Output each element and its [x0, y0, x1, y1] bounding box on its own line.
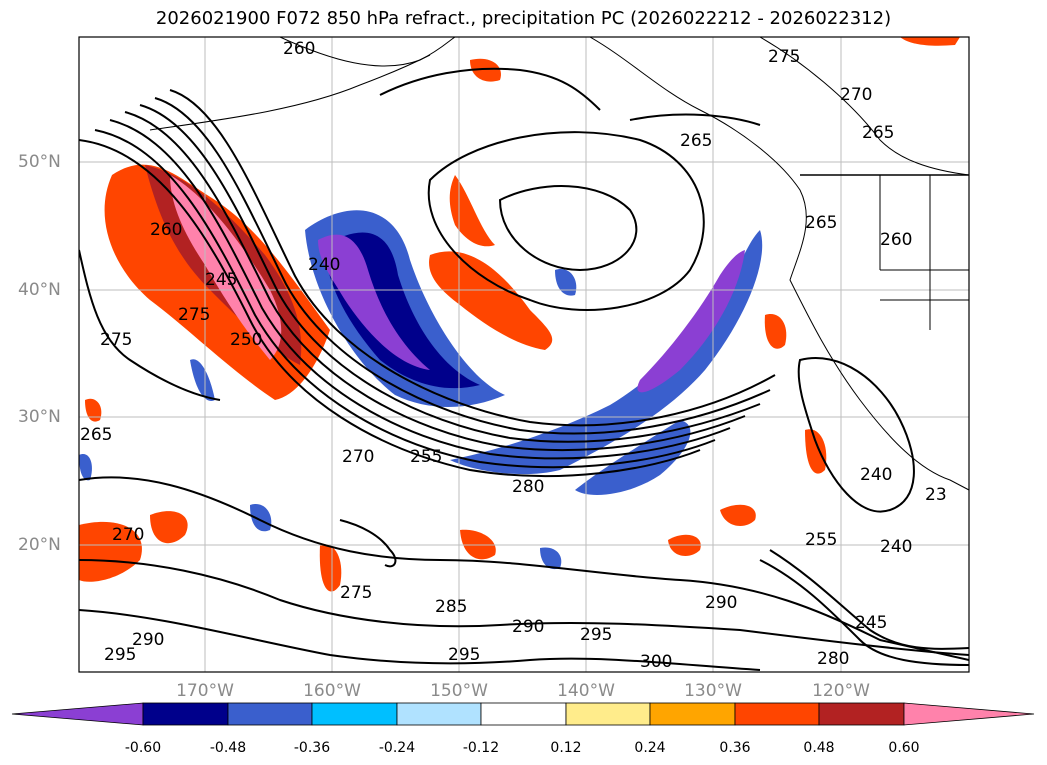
- positive-anomaly-crescent: [429, 175, 553, 350]
- contour-label: 290: [512, 617, 544, 637]
- contour-labels: 260 275 270 265 265 265 260 245 275 250 …: [80, 39, 947, 672]
- contour-label: 275: [178, 305, 210, 325]
- colorbar-tick: 0.24: [634, 740, 666, 756]
- map-title: 2026021900 F072 850 hPa refract., precip…: [155, 8, 892, 29]
- contour-label: 265: [680, 131, 712, 151]
- negative-anomaly-band-center: [305, 210, 505, 408]
- contour-label: 280: [512, 477, 544, 497]
- colorbar-segment: [649, 702, 736, 726]
- contour-label: 255: [805, 530, 837, 550]
- contour-label: 23: [925, 485, 947, 505]
- colorbar-tick: -0.36: [293, 740, 331, 756]
- contour-label: 275: [340, 583, 372, 603]
- contour-label: 290: [705, 593, 737, 613]
- colorbar-tick: -0.48: [209, 740, 247, 756]
- scattered-anomaly-cells: [79, 37, 960, 592]
- lat-label: 20°N: [18, 535, 61, 555]
- contour-label: 240: [880, 537, 912, 557]
- contour-label: 300: [640, 652, 672, 672]
- lon-label: 170°W: [176, 681, 234, 701]
- colorbar-tick: -0.12: [462, 740, 500, 756]
- contour-label: 265: [805, 213, 837, 233]
- coastlines: [149, 37, 969, 491]
- contour-label: 295: [448, 645, 480, 665]
- contour-label: 270: [840, 85, 872, 105]
- contour-label: 255: [410, 447, 442, 467]
- contour-label: 240: [860, 465, 892, 485]
- graticule: [79, 37, 969, 672]
- colorbar-segment: [227, 702, 313, 726]
- plot-frame: [78, 36, 970, 673]
- colorbar-tick: 0.48: [803, 740, 835, 756]
- contour-label: 275: [100, 330, 132, 350]
- colorbar-segment: [480, 702, 567, 726]
- contour-label: 260: [880, 230, 912, 250]
- lon-label: 130°W: [684, 681, 742, 701]
- lat-label: 40°N: [18, 280, 61, 300]
- colorbar-segment: [734, 702, 820, 726]
- colorbar-segment: [903, 702, 1035, 726]
- colorbar-tick: 0.36: [719, 740, 751, 756]
- contour-label: 295: [104, 645, 136, 665]
- contour-label: 245: [205, 270, 237, 290]
- colorbar-segment: [311, 702, 398, 726]
- contour-label: 260: [150, 220, 182, 240]
- refractivity-contours: [79, 67, 969, 671]
- colorbar: [11, 702, 1035, 726]
- lon-label: 160°W: [303, 681, 361, 701]
- contour-label: 295: [580, 625, 612, 645]
- contour-label: 260: [283, 39, 315, 59]
- lon-label: 120°W: [812, 681, 870, 701]
- contour-label: 280: [817, 649, 849, 669]
- colorbar-tick: -0.60: [124, 740, 162, 756]
- contour-label: 250: [230, 330, 262, 350]
- contour-label: 265: [80, 425, 112, 445]
- colorbar-tick: 0.60: [888, 740, 920, 756]
- colorbar-segment: [11, 702, 144, 726]
- lat-label: 30°N: [18, 407, 61, 427]
- colorbar-tick: -0.24: [378, 740, 416, 756]
- contour-label: 270: [112, 525, 144, 545]
- contour-label: 245: [855, 613, 887, 633]
- colorbar-segment: [818, 702, 905, 726]
- contour-label: 290: [132, 630, 164, 650]
- contour-label: 265: [862, 123, 894, 143]
- colorbar-segment: [142, 702, 229, 726]
- lat-label: 50°N: [18, 152, 61, 172]
- contour-label: 275: [768, 47, 800, 67]
- colorbar-segment: [565, 702, 651, 726]
- lon-label: 140°W: [557, 681, 615, 701]
- lon-label: 150°W: [430, 681, 488, 701]
- contour-label: 240: [308, 255, 340, 275]
- contour-label: 285: [435, 597, 467, 617]
- colorbar-tick: 0.12: [550, 740, 582, 756]
- contour-label: 270: [342, 447, 374, 467]
- plot-area: 260 275 270 265 265 265 260 245 275 250 …: [79, 37, 969, 672]
- colorbar-segment: [396, 702, 482, 726]
